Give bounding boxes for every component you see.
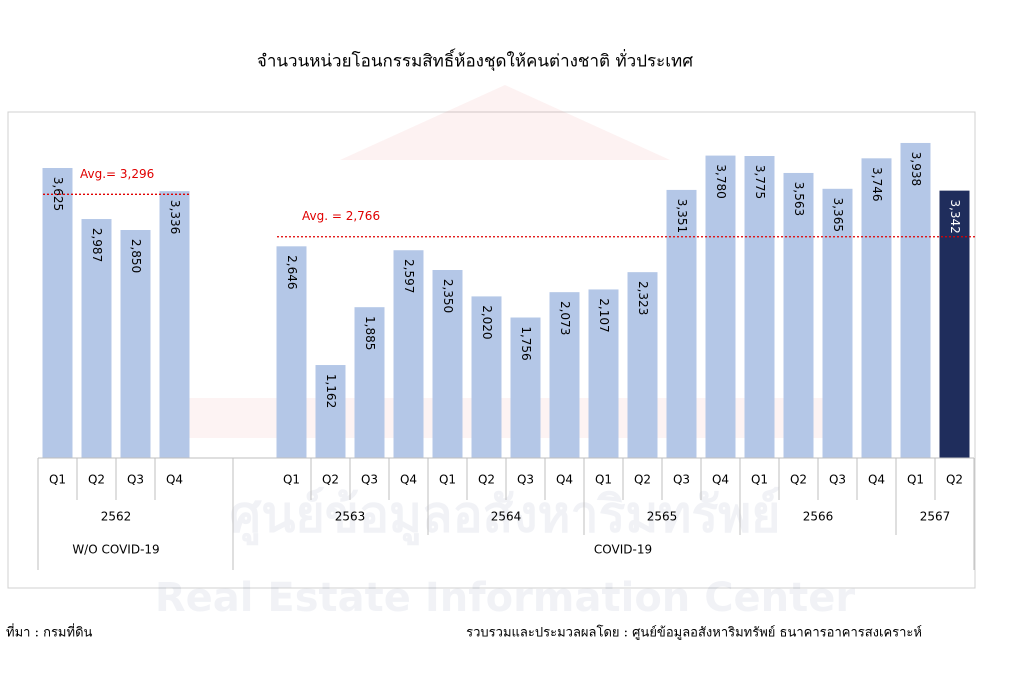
- plot-frame: [7, 111, 976, 589]
- x-tick-label: Q4: [868, 473, 885, 487]
- value-label: 3,342: [948, 199, 962, 233]
- bar: [549, 292, 580, 458]
- bar: [861, 158, 892, 458]
- year-label: 2567: [920, 510, 951, 524]
- x-tick-label: Q3: [673, 473, 690, 487]
- value-label: 1,885: [363, 316, 377, 350]
- x-tick-label: Q1: [907, 473, 924, 487]
- source-note: ที่มา : กรมที่ดิน: [6, 624, 93, 641]
- value-label: 1,162: [324, 374, 338, 408]
- bar: [393, 250, 424, 458]
- x-tick-label: Q4: [400, 473, 417, 487]
- compiled-note: รวบรวมและประมวลผลโดย : ศูนย์ข้อมูลอสังหา…: [466, 625, 922, 641]
- x-tick-label: Q1: [751, 473, 768, 487]
- bar: [900, 142, 931, 458]
- average-label: Avg. = 2,766: [302, 209, 380, 223]
- value-label: 3,351: [675, 199, 689, 233]
- bar: [744, 156, 775, 458]
- x-tick-label: Q3: [361, 473, 378, 487]
- year-label: 2566: [803, 510, 834, 524]
- x-tick-label: Q3: [127, 473, 144, 487]
- bar: [822, 188, 853, 459]
- bar: [588, 289, 619, 458]
- value-label: 3,775: [753, 165, 767, 199]
- x-tick-label: Q2: [790, 473, 807, 487]
- value-label: 2,646: [285, 255, 299, 289]
- bars: [42, 142, 970, 459]
- bar: [705, 155, 736, 458]
- bar: [81, 219, 112, 458]
- bar: [666, 189, 697, 459]
- bar: [276, 246, 307, 458]
- watermark-text: Real Estate Information Center: [155, 575, 856, 621]
- bar: [627, 272, 658, 458]
- bar: [471, 296, 502, 458]
- x-tick-label: Q1: [283, 473, 300, 487]
- bar: [315, 365, 346, 458]
- x-tick-label: Q4: [712, 473, 729, 487]
- x-tick-label: Q2: [634, 473, 651, 487]
- x-tick-label: Q2: [946, 473, 963, 487]
- x-tick-label: Q2: [88, 473, 105, 487]
- year-label: 2564: [491, 510, 522, 524]
- bar: [159, 191, 190, 458]
- bar: [42, 168, 73, 458]
- period-label: W/O COVID-19: [72, 543, 159, 557]
- bar: [510, 317, 541, 458]
- year-label: 2563: [335, 510, 366, 524]
- value-label: 2,987: [90, 228, 104, 262]
- year-label: 2562: [101, 510, 132, 524]
- value-label: 2,323: [636, 281, 650, 315]
- x-tick-label: Q1: [49, 473, 66, 487]
- watermark-logo: [340, 85, 670, 160]
- value-label: 2,020: [480, 305, 494, 339]
- bar: [432, 270, 463, 458]
- value-label: 2,350: [441, 279, 455, 313]
- x-tick-label: Q1: [439, 473, 456, 487]
- x-tick-label: Q4: [556, 473, 573, 487]
- value-label: 3,746: [870, 167, 884, 201]
- value-label: 3,780: [714, 164, 728, 198]
- value-label: 1,756: [519, 326, 533, 360]
- value-label: 3,365: [831, 198, 845, 232]
- period-label: COVID-19: [594, 543, 652, 557]
- value-label: 2,073: [558, 301, 572, 335]
- year-label: 2565: [647, 510, 678, 524]
- x-tick-label: Q2: [322, 473, 339, 487]
- x-tick-label: Q4: [166, 473, 183, 487]
- x-tick-label: Q3: [829, 473, 846, 487]
- chart-title: จำนวนหน่วยโอนกรรมสิทธิ์ห้องชุดให้คนต่างช…: [257, 49, 693, 72]
- x-tick-label: Q2: [478, 473, 495, 487]
- value-label: 3,938: [909, 152, 923, 186]
- average-label: Avg.= 3,296: [80, 167, 154, 181]
- value-label: 3,336: [168, 200, 182, 234]
- value-label: 3,625: [51, 177, 65, 211]
- value-label: 2,597: [402, 259, 416, 293]
- bar: [783, 172, 814, 458]
- value-label: 2,850: [129, 239, 143, 273]
- bar: [939, 190, 970, 458]
- x-tick-label: Q3: [517, 473, 534, 487]
- bar: [120, 230, 151, 458]
- value-label: 3,563: [792, 182, 806, 216]
- watermark-text: ศูนย์ข้อมูลอสังหาริมทรัพย์: [230, 486, 781, 546]
- x-tick-label: Q1: [595, 473, 612, 487]
- value-label: 2,107: [597, 298, 611, 332]
- bar: [354, 307, 385, 458]
